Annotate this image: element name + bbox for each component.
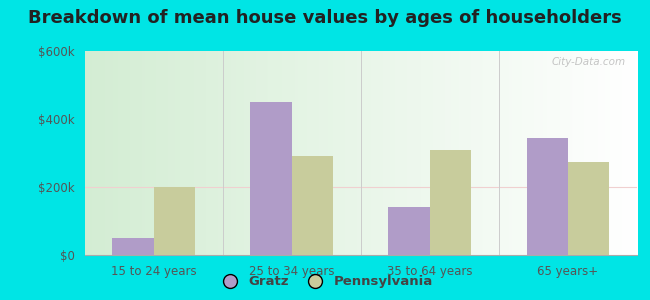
Text: City-Data.com: City-Data.com <box>552 57 626 67</box>
Bar <box>526 138 568 255</box>
Bar <box>112 238 153 255</box>
Legend: Gratz, Pennsylvania: Gratz, Pennsylvania <box>212 270 438 293</box>
Bar <box>430 150 471 255</box>
Bar <box>568 161 610 255</box>
Text: Breakdown of mean house values by ages of householders: Breakdown of mean house values by ages o… <box>28 9 622 27</box>
Bar <box>250 102 292 255</box>
Bar <box>153 187 195 255</box>
Bar <box>292 156 333 255</box>
Bar <box>389 207 430 255</box>
